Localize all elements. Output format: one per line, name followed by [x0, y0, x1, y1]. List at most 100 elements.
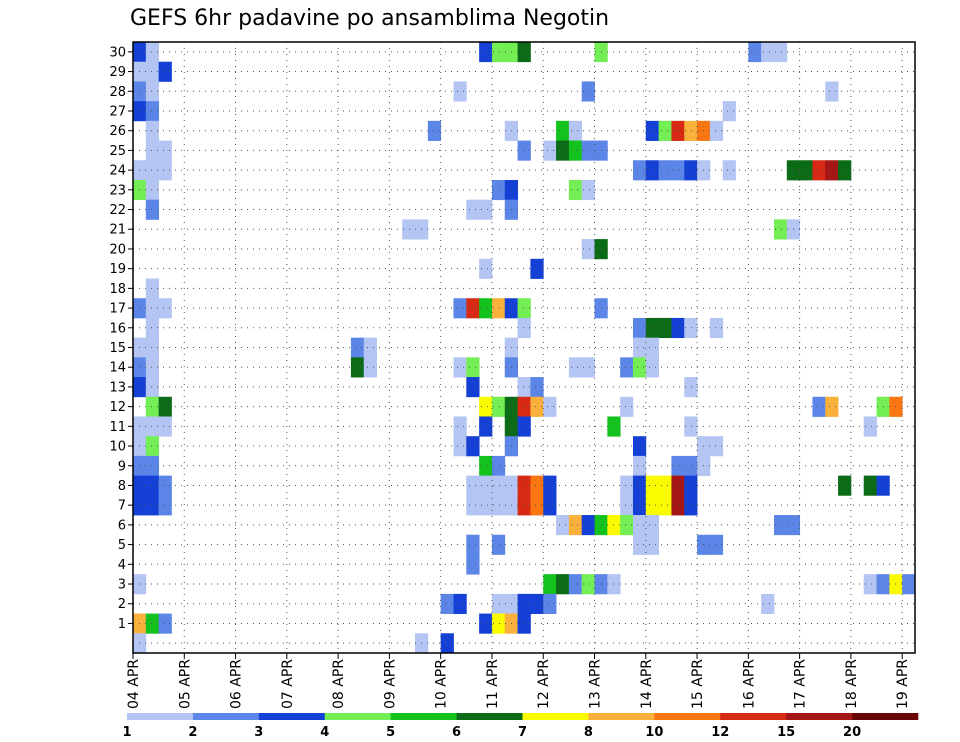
heatmap-cell — [632, 160, 647, 181]
heatmap-cell — [581, 357, 595, 378]
heatmap-cell — [658, 317, 672, 339]
y-tick-label: 7 — [118, 499, 126, 514]
heatmap-cell — [812, 396, 826, 417]
chart-title: GEFS 6hr padavine po ansamblima Negotin — [130, 6, 610, 31]
heatmap-cell — [363, 337, 377, 358]
heatmap-cell — [453, 81, 467, 102]
heatmap-cell — [632, 337, 647, 358]
y-tick-label: 9 — [118, 459, 126, 474]
y-tick-label: 23 — [109, 183, 126, 198]
heatmap-cell — [684, 120, 698, 141]
heatmap-cell — [453, 298, 467, 319]
heatmap-cell — [158, 475, 172, 496]
color-legend: 1 2 3 4 5 6 7 8 10 12 15 20 — [122, 713, 919, 740]
heatmap-cell — [799, 160, 813, 181]
legend-label: 5 — [386, 725, 395, 740]
x-tick-label: 18 APR — [844, 659, 860, 709]
heatmap-cell — [632, 455, 647, 477]
x-tick-label: 10 APR — [434, 659, 450, 709]
heatmap-cell — [491, 396, 506, 417]
heatmap-cell — [863, 574, 877, 595]
heatmap-cell — [158, 495, 172, 516]
heatmap-cell — [466, 475, 480, 496]
heatmap-cell — [466, 377, 480, 398]
y-tick-label: 29 — [109, 65, 126, 80]
y-tick-label: 28 — [109, 85, 126, 100]
heatmap-cell — [479, 613, 493, 634]
heatmap-cell — [825, 396, 839, 417]
heatmap-cell — [671, 455, 685, 477]
heatmap-cell — [556, 515, 570, 536]
y-tick-label: 19 — [109, 262, 126, 277]
y-tick-label: 12 — [109, 400, 126, 415]
heatmap-cell — [568, 357, 583, 378]
heatmap-cell — [427, 120, 442, 141]
legend-label: 2 — [188, 725, 197, 740]
heatmap-cell — [581, 515, 595, 536]
heatmap-cell — [517, 140, 531, 161]
heatmap-cell — [581, 140, 595, 161]
heatmap-cell — [543, 396, 557, 417]
y-tick-label: 21 — [109, 223, 126, 238]
heatmap-cell — [466, 298, 480, 319]
legend-label: 1 — [122, 725, 131, 740]
heatmap-cell — [838, 160, 852, 181]
heatmap-cell — [491, 42, 506, 63]
heatmap-cell — [491, 179, 506, 201]
heatmap-cell — [158, 416, 172, 437]
y-tick-label: 8 — [118, 479, 126, 494]
heatmap-cell — [479, 258, 493, 279]
heatmap-cell — [530, 377, 544, 398]
heatmap-cell — [440, 593, 454, 614]
x-tick-label: 19 APR — [895, 659, 911, 709]
legend-label: 4 — [320, 725, 329, 740]
heatmap-cell — [466, 199, 480, 220]
heatmap-cell — [632, 317, 647, 339]
y-tick-label: 20 — [109, 242, 126, 257]
heatmap-cell — [145, 42, 160, 63]
heatmap-cell — [863, 475, 877, 496]
y-tick-label: 13 — [109, 380, 126, 395]
heatmap-cell — [158, 613, 172, 634]
x-tick-label: 09 APR — [382, 659, 398, 709]
heatmap-cell — [645, 317, 660, 339]
heatmap-cell — [479, 199, 493, 220]
heatmap-cell — [479, 396, 493, 417]
heatmap-cell — [158, 160, 172, 181]
heatmap-cell — [350, 337, 365, 358]
heatmap-cell — [145, 61, 160, 82]
heatmap-cell — [632, 515, 647, 536]
y-tick-label: 4 — [118, 558, 126, 573]
heatmap-cell — [632, 475, 647, 496]
heatmap-cell — [581, 179, 595, 201]
heatmap-cell — [684, 377, 698, 398]
y-tick-label: 5 — [118, 538, 126, 553]
heatmap-cell — [479, 416, 493, 437]
y-axis: 1234567891011121314151617181920212223242… — [109, 45, 133, 632]
heatmap-cell — [479, 495, 493, 516]
heatmap-cell — [632, 534, 647, 555]
heatmap-cell — [517, 495, 531, 516]
heatmap-cell — [645, 515, 660, 536]
legend-swatch — [852, 713, 919, 720]
x-tick-label: 08 APR — [331, 659, 347, 709]
heatmap-cell — [158, 61, 172, 82]
heatmap-cell — [517, 396, 531, 417]
heatmap-cell — [684, 160, 698, 181]
heatmap-cell — [145, 199, 160, 220]
legend-swatch — [456, 713, 523, 720]
heatmap-cell — [491, 455, 506, 477]
heatmap-cell — [556, 140, 570, 161]
heatmap-cell — [645, 357, 660, 378]
heatmap-cell — [543, 574, 557, 595]
legend-swatch — [324, 713, 391, 720]
heatmap-cell — [632, 436, 647, 457]
legend-label: 20 — [843, 725, 861, 740]
heatmap-cell — [466, 534, 480, 555]
heatmap-cell — [440, 633, 454, 654]
heatmap-cell — [543, 495, 557, 516]
heatmap-cell — [453, 357, 467, 378]
y-tick-label: 10 — [109, 440, 126, 455]
heatmap-cell — [479, 42, 493, 63]
